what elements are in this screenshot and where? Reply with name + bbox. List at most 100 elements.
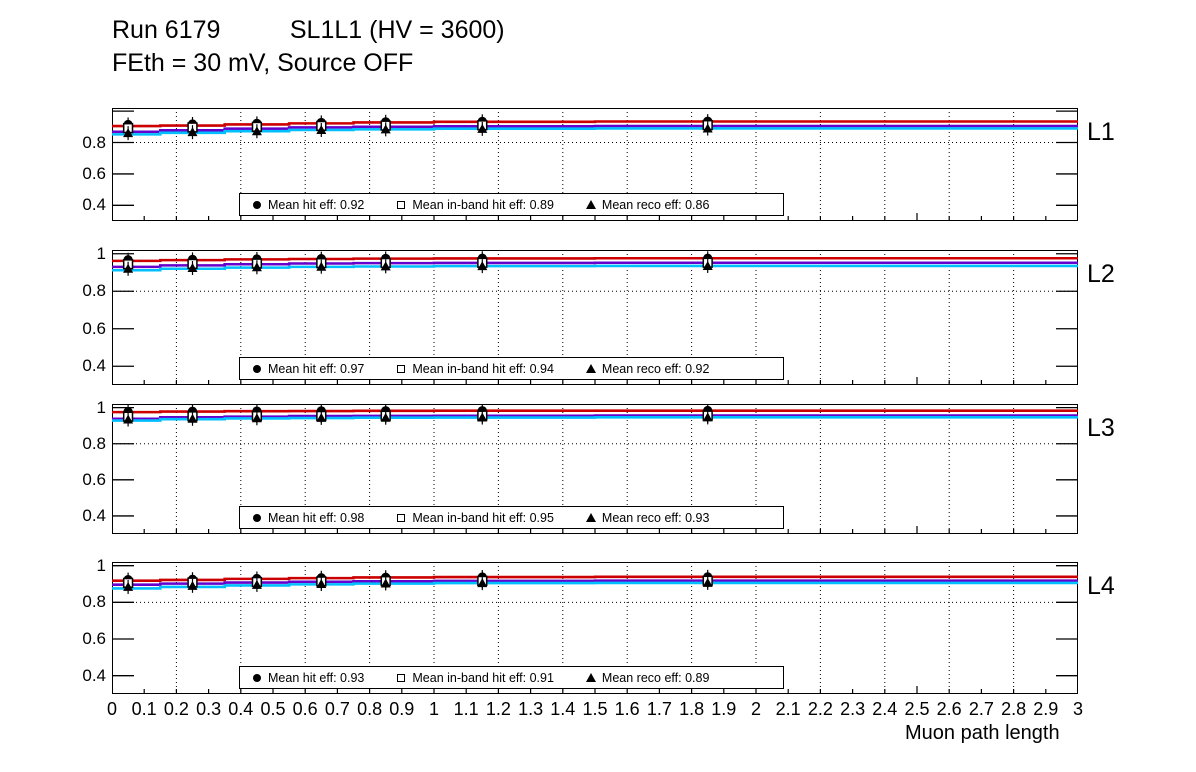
x-tick-label: 3 [1072, 699, 1084, 719]
y-tick-label: 0.4 [82, 505, 106, 525]
x-tick-label: 0.5 [260, 699, 286, 719]
gridlines [112, 562, 1078, 694]
x-tick-label: 2.7 [968, 699, 994, 719]
panel-label-l2: L2 [1087, 260, 1115, 288]
legend-item: Mean in-band hit eff: 0.95 [390, 511, 554, 525]
plot-area-l3 [112, 404, 1078, 534]
x-tick-label: 2.6 [936, 699, 962, 719]
legend-l1: Mean hit eff: 0.92 Mean in-band hit eff: … [239, 193, 784, 216]
legend-label: Mean hit eff: 0.98 [268, 510, 365, 525]
triangle-marker-glyph [585, 364, 596, 373]
gridlines [112, 404, 1078, 534]
x-tick-label: 2.2 [807, 699, 833, 719]
x-tick-label: 0 [106, 699, 118, 719]
series-markers-triangle [123, 121, 713, 141]
square-marker [390, 673, 412, 682]
square-marker-glyph [397, 200, 406, 209]
y-tick-label: 0.8 [82, 281, 106, 301]
x-axis-label: Muon path length [905, 722, 1060, 744]
legend-label: Mean in-band hit eff: 0.94 [412, 361, 554, 376]
x-tick-label: 1.6 [614, 699, 640, 719]
legend-item: Mean reco eff: 0.92 [580, 362, 709, 376]
plot-title: Run 6179 SL1L1 (HV = 3600) FEth = 30 mV,… [112, 14, 505, 79]
triangle-marker-glyph [585, 200, 596, 209]
triangle-marker-glyph [585, 513, 596, 522]
legend-item: Mean in-band hit eff: 0.94 [390, 362, 554, 376]
x-tick-label: 1.1 [453, 699, 479, 719]
y-tick-label: 1 [96, 397, 106, 417]
circle-marker-glyph [253, 200, 261, 209]
circle-marker [246, 200, 268, 209]
x-tick-label: 1 [428, 699, 440, 719]
legend-label: Mean in-band hit eff: 0.91 [412, 670, 554, 685]
triangle-marker [580, 364, 602, 373]
panel-l4: Mean hit eff: 0.93 Mean in-band hit eff: … [112, 562, 1078, 694]
legend-label: Mean reco eff: 0.93 [601, 510, 710, 525]
legend-item: Mean hit eff: 0.98 [246, 511, 364, 525]
square-marker-glyph [397, 673, 406, 682]
x-tick-label: 2 [750, 699, 762, 719]
x-tick-label: 1.4 [550, 699, 576, 719]
x-tick-label: 2.8 [1001, 699, 1027, 719]
y-tick-label: 0.8 [82, 132, 106, 152]
legend-item: Mean hit eff: 0.97 [246, 362, 364, 376]
x-tick-label: 1.7 [646, 699, 672, 719]
circle-marker [246, 513, 268, 522]
legend-item: Mean hit eff: 0.92 [246, 198, 364, 212]
legend-label: Mean hit eff: 0.93 [268, 670, 365, 685]
plot-area-l1 [112, 108, 1078, 221]
panel-label-l3: L3 [1087, 414, 1115, 442]
y-tick-label: 0.4 [82, 356, 106, 376]
triangle-marker [580, 673, 602, 682]
legend-label: Mean in-band hit eff: 0.95 [412, 510, 554, 525]
x-tick-label: 0.9 [389, 699, 415, 719]
legend-label: Mean reco eff: 0.86 [601, 197, 710, 212]
panel-l1: Mean hit eff: 0.92 Mean in-band hit eff: … [112, 108, 1078, 221]
legend-item: Mean hit eff: 0.93 [246, 671, 364, 685]
x-axis-ticks: 0 0.1 0.2 0.3 0.4 0.5 0.6 0.7 0.8 0.9 1 1.1 1.2 1.3 1.… [107, 699, 1083, 723]
legend-item: Mean in-band hit eff: 0.91 [390, 671, 554, 685]
x-tick-label: 0.1 [131, 699, 157, 719]
circle-marker [246, 673, 268, 682]
legend-item: Mean in-band hit eff: 0.89 [390, 198, 554, 212]
x-tick-label: 1.9 [711, 699, 737, 719]
series-line-circle [112, 409, 1078, 414]
x-tick-label: 2.4 [872, 699, 898, 719]
x-tick-label: 0.2 [163, 699, 189, 719]
legend-l4: Mean hit eff: 0.93 Mean in-band hit eff: … [239, 666, 784, 689]
x-tick-label: 2.1 [775, 699, 801, 719]
plot-area-l4 [112, 562, 1078, 694]
x-tick-label: 0.4 [228, 699, 254, 719]
legend-l2: Mean hit eff: 0.97 Mean in-band hit eff: … [239, 357, 784, 380]
y-tick-label: 0.8 [82, 592, 106, 612]
y-tick-label: 0.4 [82, 665, 106, 685]
series-markers-triangle [123, 258, 713, 276]
triangle-marker [580, 200, 602, 209]
x-tick-label: 0.3 [196, 699, 222, 719]
panel-l2: Mean hit eff: 0.97 Mean in-band hit eff: … [112, 250, 1078, 385]
y-tick-label: 0.6 [82, 318, 106, 338]
y-tick-label: 0.6 [82, 629, 106, 648]
y-tick-label: 0.6 [82, 163, 106, 183]
square-marker [390, 364, 412, 373]
y-tick-label: 1 [96, 243, 106, 263]
series-markers-triangle [123, 575, 713, 594]
panel-label-l4: L4 [1087, 572, 1115, 600]
triangle-marker [580, 513, 602, 522]
legend-label: Mean in-band hit eff: 0.89 [412, 197, 554, 212]
x-tick-label: 0.6 [292, 699, 318, 719]
circle-marker-glyph [253, 673, 261, 682]
y-tick-label: 0.4 [82, 195, 106, 215]
y-tick-label: 0.6 [82, 469, 106, 489]
series-markers-triangle [123, 410, 713, 427]
x-tick-label: 1.8 [679, 699, 705, 719]
gridlines [112, 108, 1078, 221]
square-marker-glyph [397, 513, 406, 522]
x-tick-label: 1.3 [518, 699, 544, 719]
x-tick-label: 0.8 [357, 699, 383, 719]
x-tick-label: 1.2 [485, 699, 511, 719]
legend-label: Mean hit eff: 0.92 [268, 197, 365, 212]
title-line-1: Run 6179 SL1L1 (HV = 3600) [112, 16, 505, 44]
x-tick-label: 0.7 [324, 699, 350, 719]
legend-label: Mean hit eff: 0.97 [268, 361, 365, 376]
